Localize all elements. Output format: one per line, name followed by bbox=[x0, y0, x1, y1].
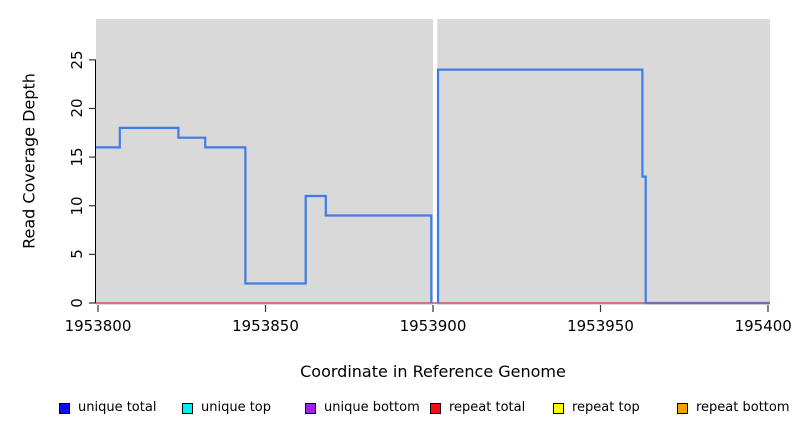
y-tick-label: 0 bbox=[68, 298, 86, 308]
x-tick-label: 1953850 bbox=[232, 317, 299, 335]
x-tick-label: 1954000 bbox=[734, 317, 792, 335]
y-tick-label: 5 bbox=[68, 249, 86, 260]
y-tick-label: 15 bbox=[68, 147, 86, 167]
legend-item-unique-bottom: unique bottom bbox=[305, 401, 420, 415]
legend-item-repeat-bottom: repeat bottom bbox=[677, 401, 790, 415]
no-data-gap bbox=[433, 19, 438, 305]
legend-item-repeat-top: repeat top bbox=[553, 401, 640, 415]
legend-swatch-icon bbox=[553, 402, 564, 414]
series-unique-total bbox=[96, 126, 433, 303]
legend-item-unique-total: unique total bbox=[59, 401, 156, 415]
legend-label: unique bottom bbox=[324, 400, 420, 415]
legend-label: repeat bottom bbox=[696, 400, 790, 415]
x-tick-label: 1953950 bbox=[567, 317, 634, 335]
legend-label: unique total bbox=[78, 400, 157, 415]
legend-item-unique-top: unique top bbox=[182, 401, 271, 415]
legend-swatch-icon bbox=[305, 402, 316, 414]
x-tick-label: 1953800 bbox=[64, 317, 132, 335]
y-axis-title: Read Coverage Depth bbox=[19, 73, 39, 249]
legend-item-repeat-total: repeat total bbox=[430, 401, 525, 415]
x-axis-title: Coordinate in Reference Genome bbox=[300, 362, 566, 381]
series-unique-total bbox=[436, 68, 770, 305]
legend: unique total unique top unique bottom repea… bbox=[0, 399, 792, 419]
legend-swatch-icon bbox=[59, 402, 70, 414]
y-tick-label: 20 bbox=[68, 98, 86, 119]
legend-swatch-icon bbox=[182, 402, 193, 414]
legend-swatch-icon bbox=[430, 402, 441, 414]
x-tick-label: 1953900 bbox=[399, 317, 467, 335]
legend-label: repeat total bbox=[449, 400, 526, 415]
y-tick-label: 10 bbox=[68, 196, 86, 216]
legend-swatch-icon bbox=[677, 402, 688, 414]
y-tick-label: 25 bbox=[68, 50, 86, 70]
legend-label: unique top bbox=[201, 400, 272, 415]
legend-label: repeat top bbox=[572, 400, 640, 415]
